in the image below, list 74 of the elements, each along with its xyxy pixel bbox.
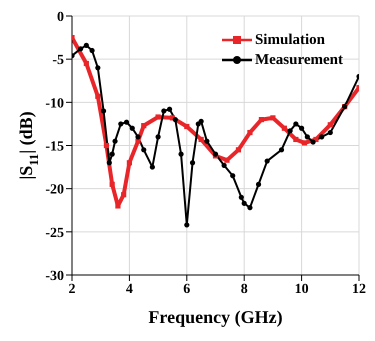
- point: [124, 120, 130, 125]
- point: [121, 192, 126, 198]
- point: [282, 126, 287, 131]
- point: [166, 106, 172, 112]
- point: [224, 158, 230, 163]
- point: [110, 152, 115, 157]
- y-tick-label: -20: [45, 182, 64, 198]
- point: [104, 142, 110, 148]
- point: [141, 123, 146, 128]
- point: [230, 173, 236, 178]
- point: [115, 203, 121, 209]
- x-tick-label: 10: [294, 282, 309, 297]
- legend-label: Measurement: [254, 51, 343, 70]
- point: [112, 138, 118, 144]
- point: [293, 136, 298, 142]
- point: [95, 65, 100, 70]
- y-tick-label: -30: [45, 268, 64, 284]
- point: [161, 108, 166, 114]
- point: [278, 147, 284, 152]
- point: [299, 126, 304, 131]
- y-tick-label: 0: [57, 10, 64, 25]
- point: [100, 108, 106, 114]
- x-tick-label: 6: [183, 282, 190, 297]
- point: [178, 152, 184, 157]
- point: [288, 128, 293, 134]
- y-tick-label: -25: [45, 226, 64, 241]
- point: [328, 122, 333, 128]
- point: [310, 139, 316, 145]
- point: [319, 134, 324, 140]
- point: [247, 205, 253, 210]
- point: [110, 182, 115, 187]
- point: [156, 114, 161, 120]
- point: [84, 60, 89, 66]
- y-tick-label: -5: [52, 53, 64, 68]
- y-tick-label: -15: [45, 139, 64, 154]
- point: [293, 121, 298, 127]
- point: [198, 118, 204, 124]
- x-tick-label: 2: [68, 282, 76, 297]
- point: [78, 46, 84, 52]
- point: [156, 134, 161, 140]
- point: [204, 138, 210, 144]
- point: [222, 162, 227, 168]
- point: [190, 160, 196, 166]
- point: [247, 130, 253, 136]
- point: [184, 124, 190, 130]
- point: [236, 147, 242, 152]
- point: [135, 134, 141, 140]
- point: [118, 121, 124, 127]
- point: [84, 42, 89, 48]
- point: [141, 147, 146, 152]
- point: [304, 134, 310, 140]
- point: [126, 160, 132, 166]
- point: [95, 94, 100, 99]
- y-tick-label: -10: [45, 96, 64, 112]
- x-tick-label: 4: [126, 282, 133, 297]
- point: [184, 222, 190, 228]
- point: [302, 140, 308, 146]
- legend-label: Simulation: [254, 31, 325, 50]
- point: [270, 115, 276, 120]
- point: [172, 117, 178, 122]
- point: [256, 182, 262, 187]
- point: [238, 194, 244, 200]
- point: [150, 164, 155, 170]
- point: [242, 200, 247, 206]
- point: [198, 136, 204, 142]
- point: [130, 126, 135, 131]
- x-axis-title: Frequency (GHz): [148, 307, 283, 327]
- point: [258, 117, 264, 122]
- point: [106, 160, 112, 166]
- point: [264, 158, 270, 164]
- point: [328, 130, 333, 136]
- x-tick-label: 8: [240, 282, 248, 297]
- point: [89, 48, 95, 54]
- x-tick-label: 12: [352, 282, 366, 297]
